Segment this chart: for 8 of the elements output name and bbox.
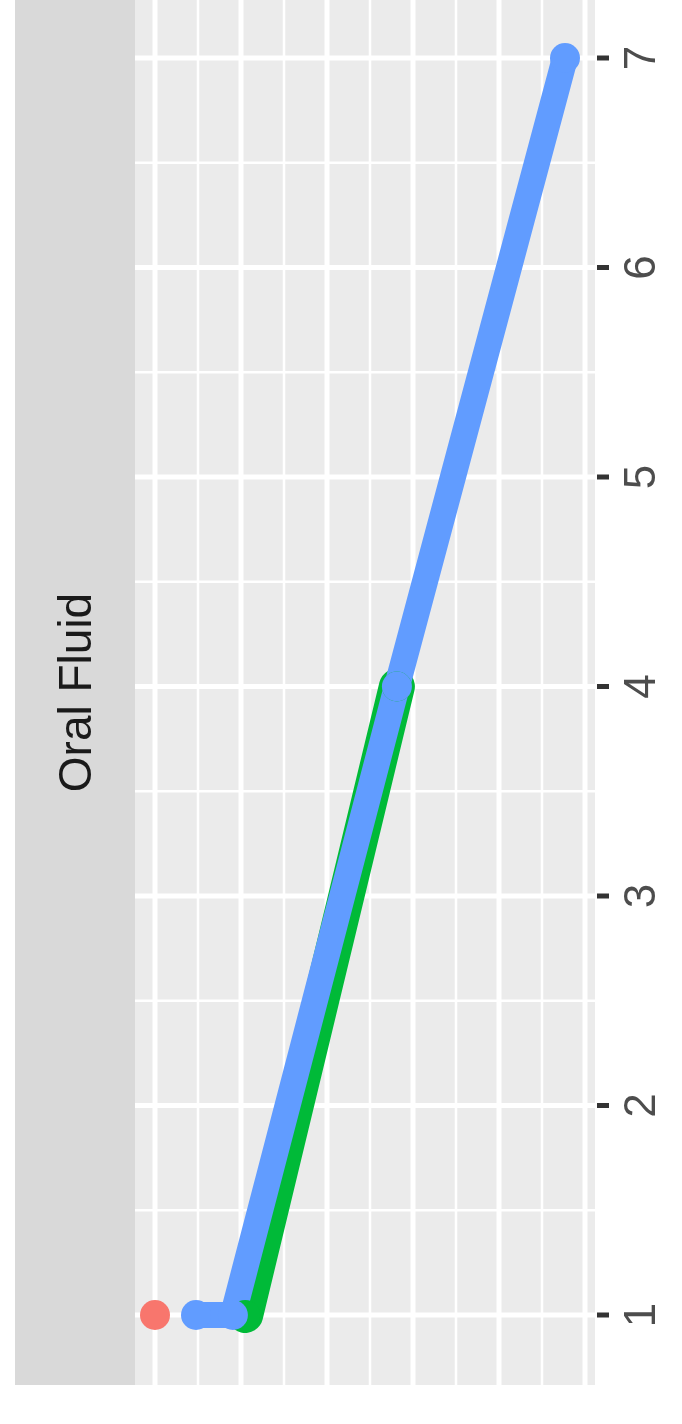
text: Oral Fluid bbox=[49, 592, 101, 793]
y-tick-label: 4 bbox=[615, 674, 664, 699]
y-tick-label: 1 bbox=[615, 1302, 664, 1328]
y-tick-label: 2 bbox=[615, 1093, 664, 1118]
y-tick-label: 3 bbox=[615, 883, 664, 909]
y-tick-label: 7 bbox=[615, 45, 664, 71]
y-tick-label: 5 bbox=[615, 464, 664, 490]
y-tick-label: 6 bbox=[615, 255, 664, 280]
